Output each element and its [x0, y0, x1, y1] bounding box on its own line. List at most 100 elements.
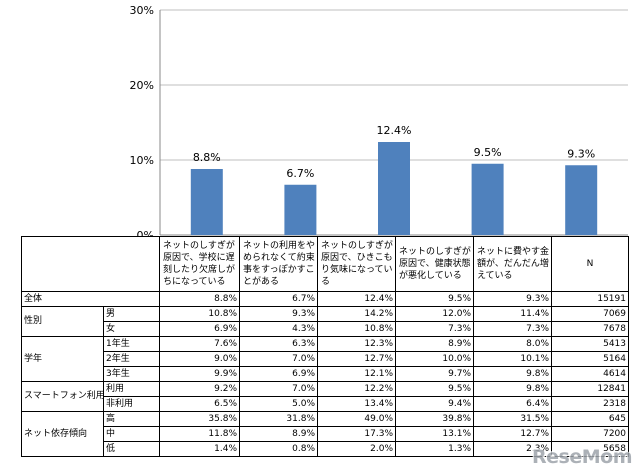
table-cell: 10.8% — [317, 321, 396, 337]
table-cell: 12.2% — [317, 381, 396, 397]
table-cell-n: 12841 — [551, 381, 629, 397]
table-cell-n: 5413 — [551, 336, 629, 352]
table-cell-n: 645 — [551, 411, 629, 427]
y-tick-label: 10% — [130, 154, 154, 167]
sub-label: 1年生 — [103, 336, 160, 352]
table-cell: 13.1% — [395, 426, 474, 442]
table-cell: 7.0% — [239, 381, 318, 397]
bar-chart: 0% 10% 20% 30% 8.8% 6.7% 12.4% 9.5% 9.3% — [130, 4, 628, 236]
column-header: ネットの利用をやめられなくて約束事をすっぽかすことがある — [239, 236, 318, 292]
sub-label: 利用 — [103, 381, 160, 397]
table-cell: 11.4% — [473, 306, 552, 322]
table-cell: 9.8% — [473, 381, 552, 397]
column-header: ネットに費やす金額が、だんだん増えている — [473, 236, 552, 292]
table-cell-n: 5658 — [551, 441, 629, 457]
table-row: 中 11.8% 8.9% 17.3% 13.1% 12.7% 7200 — [22, 426, 629, 442]
table-cell: 31.5% — [473, 411, 552, 427]
table-cell: 9.2% — [159, 381, 240, 397]
table-row: 2年生 9.0% 7.0% 12.7% 10.0% 10.1% 5164 — [22, 351, 629, 367]
table-cell: 10.8% — [159, 306, 240, 322]
group-label: ネット依存傾向 — [21, 411, 104, 457]
table-cell: 8.0% — [473, 336, 552, 352]
table-cell: 14.2% — [317, 306, 396, 322]
y-tick-label: 20% — [130, 79, 154, 92]
table-cell: 13.4% — [317, 396, 396, 412]
y-tick-label: 0% — [137, 229, 154, 236]
sub-label: 女 — [103, 321, 160, 337]
table-row: 3年生 9.9% 6.9% 12.1% 9.7% 9.8% 4614 — [22, 366, 629, 382]
table-cell: 9.8% — [473, 366, 552, 382]
table-cell: 4.3% — [239, 321, 318, 337]
group-label: 性別 — [21, 306, 104, 337]
table-cell: 1.3% — [395, 441, 474, 457]
table-cell: 2.0% — [317, 441, 396, 457]
group-label: 学年 — [21, 336, 104, 382]
sub-label: 高 — [103, 411, 160, 427]
table-cell: 17.3% — [317, 426, 396, 442]
group-label: スマートフォン利用 — [21, 381, 104, 412]
table-cell: 2.3% — [473, 441, 552, 457]
table-cell: 12.0% — [395, 306, 474, 322]
table-cell: 1.4% — [159, 441, 240, 457]
table-row: 非利用 6.5% 5.0% 13.4% 9.4% 6.4% 2318 — [22, 396, 629, 412]
sub-label: 中 — [103, 426, 160, 442]
data-label-4: 9.5% — [474, 146, 502, 159]
table-cell: 12.3% — [317, 336, 396, 352]
table-row: 全体 8.8% 6.7% 12.4% 9.5% 9.3% 15191 — [21, 291, 629, 307]
table-cell-n: 15191 — [551, 291, 629, 307]
table-cell-n: 4614 — [551, 366, 629, 382]
bar-5 — [565, 165, 598, 235]
table-cell: 31.8% — [239, 411, 318, 427]
table-cell: 10.1% — [473, 351, 552, 367]
table-cell-n: 7069 — [551, 306, 629, 322]
table-cell: 5.0% — [239, 396, 318, 412]
table-cell: 9.7% — [395, 366, 474, 382]
table-row: 性別男 10.8% 9.3% 14.2% 12.0% 11.4% 7069 — [21, 306, 629, 337]
row-label: 全体 — [21, 291, 160, 307]
table-cell: 49.0% — [317, 411, 396, 427]
table-cell: 10.0% — [395, 351, 474, 367]
table-cell: 6.4% — [473, 396, 552, 412]
table-row: 女 6.9% 4.3% 10.8% 7.3% 7.3% 7678 — [22, 321, 629, 337]
table-cell: 6.9% — [239, 366, 318, 382]
table-row: スマートフォン利用 利用 9.2% 7.0% 12.2% 9.5% 9.8% 12841 — [21, 381, 629, 412]
table-cell-n: 2318 — [551, 396, 629, 412]
column-header: ネットのしすぎが原因で、ひきこもり気味になっている — [317, 236, 396, 292]
data-label-1: 8.8% — [193, 151, 221, 164]
data-label-2: 6.7% — [286, 167, 314, 180]
table-cell: 35.8% — [159, 411, 240, 427]
column-header: ネットのしすぎが原因で、健康状態が悪化している — [395, 236, 474, 292]
table-cell: 8.8% — [159, 291, 240, 307]
table-cell: 0.8% — [239, 441, 318, 457]
sub-label: 男 — [103, 306, 160, 322]
header-blank — [21, 236, 160, 292]
table-row: ネット依存傾向高 35.8% 31.8% 49.0% 39.8% 31.5% 645 — [21, 411, 629, 457]
table-cell: 7.6% — [159, 336, 240, 352]
watermark-logo: ReseMom — [532, 446, 632, 468]
table-cell: 11.8% — [159, 426, 240, 442]
table-cell: 8.9% — [239, 426, 318, 442]
table-cell: 12.7% — [473, 426, 552, 442]
table-cell: 12.7% — [317, 351, 396, 367]
table-cell: 6.9% — [159, 321, 240, 337]
table-row: 低 1.4% 0.8% 2.0% 1.3% 2.3% 5658 — [22, 441, 629, 457]
table-cell: 7.3% — [473, 321, 552, 337]
sub-label: 2年生 — [103, 351, 160, 367]
table-cell: 9.3% — [239, 306, 318, 322]
table-cell: 9.0% — [159, 351, 240, 367]
sub-label: 3年生 — [103, 366, 160, 382]
table-cell: 39.8% — [395, 411, 474, 427]
table-cell: 6.5% — [159, 396, 240, 412]
table-cell: 9.5% — [395, 381, 474, 397]
table-cell: 7.3% — [395, 321, 474, 337]
y-tick-label: 30% — [130, 4, 154, 17]
table-cell: 8.9% — [395, 336, 474, 352]
table-cell: 6.7% — [239, 291, 318, 307]
table-cell: 7.0% — [239, 351, 318, 367]
table-header-row: ネットのしすぎが原因で、学校に遅刻したり欠席しがちになっている ネットの利用をやめ… — [21, 236, 629, 292]
sub-label: 非利用 — [103, 396, 160, 412]
table-cell: 6.3% — [239, 336, 318, 352]
bar-2 — [284, 184, 317, 235]
data-label-3: 12.4% — [377, 124, 412, 137]
table-cell-n: 7678 — [551, 321, 629, 337]
